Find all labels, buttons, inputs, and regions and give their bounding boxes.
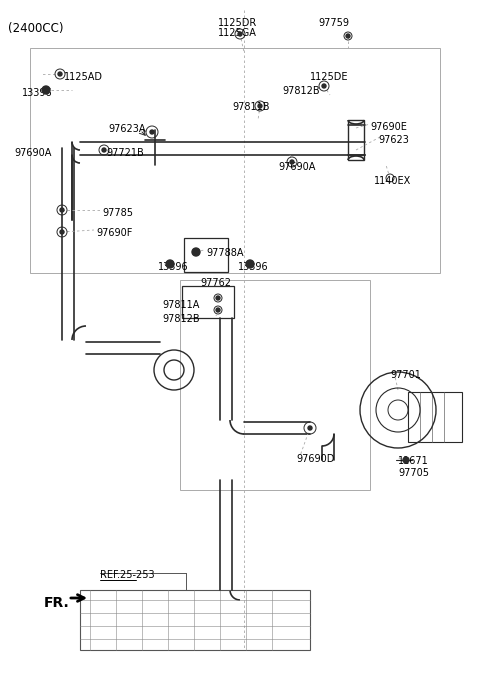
- Text: 97721B: 97721B: [106, 148, 144, 158]
- Text: 13396: 13396: [22, 88, 53, 98]
- Text: 97762: 97762: [200, 278, 231, 288]
- Text: 97811B: 97811B: [232, 102, 269, 112]
- Text: 13396: 13396: [238, 262, 269, 272]
- Text: REF.25-253: REF.25-253: [100, 570, 155, 580]
- Circle shape: [403, 457, 409, 463]
- Bar: [80, 590, 310, 650]
- Circle shape: [322, 84, 326, 88]
- Text: 97690E: 97690E: [370, 122, 407, 132]
- Text: 97690A: 97690A: [278, 162, 315, 172]
- Text: 97812B: 97812B: [282, 86, 320, 96]
- Text: 97785: 97785: [102, 208, 133, 218]
- Bar: [30, 48, 440, 273]
- Text: 1125DE: 1125DE: [310, 72, 348, 82]
- Text: 1125DR: 1125DR: [218, 18, 257, 28]
- Circle shape: [290, 160, 294, 164]
- Bar: [408, 392, 462, 442]
- Text: FR.: FR.: [44, 596, 70, 610]
- Text: 1140EX: 1140EX: [374, 176, 411, 186]
- Text: 1125GA: 1125GA: [218, 28, 257, 38]
- Circle shape: [60, 208, 64, 212]
- Circle shape: [150, 130, 154, 134]
- Text: (2400CC): (2400CC): [8, 22, 63, 35]
- Text: 97759: 97759: [318, 18, 349, 28]
- Circle shape: [102, 148, 106, 152]
- Text: 97811A: 97811A: [162, 300, 199, 310]
- Text: 97690F: 97690F: [96, 228, 132, 238]
- Text: 97812B: 97812B: [162, 314, 200, 324]
- Circle shape: [258, 104, 262, 108]
- Circle shape: [216, 296, 220, 300]
- Text: 11671: 11671: [398, 456, 429, 466]
- Text: 13396: 13396: [158, 262, 189, 272]
- Text: 97701: 97701: [390, 370, 421, 380]
- Circle shape: [216, 308, 220, 312]
- Circle shape: [60, 230, 64, 234]
- Text: 97690A: 97690A: [14, 148, 51, 158]
- Bar: [180, 280, 370, 490]
- Text: 97690D: 97690D: [296, 454, 335, 464]
- Circle shape: [192, 248, 200, 256]
- Bar: [182, 286, 234, 318]
- Bar: [184, 238, 228, 272]
- Circle shape: [238, 32, 242, 36]
- Text: 97705: 97705: [398, 468, 429, 478]
- Text: 1125AD: 1125AD: [64, 72, 103, 82]
- Circle shape: [346, 34, 350, 38]
- Text: 97788A: 97788A: [206, 248, 243, 258]
- Bar: [348, 120, 364, 160]
- Circle shape: [308, 426, 312, 430]
- Text: 97623A: 97623A: [108, 124, 145, 134]
- Text: 97623: 97623: [378, 135, 409, 145]
- Circle shape: [58, 72, 62, 76]
- Circle shape: [42, 86, 50, 94]
- Circle shape: [166, 260, 174, 268]
- Circle shape: [246, 260, 254, 268]
